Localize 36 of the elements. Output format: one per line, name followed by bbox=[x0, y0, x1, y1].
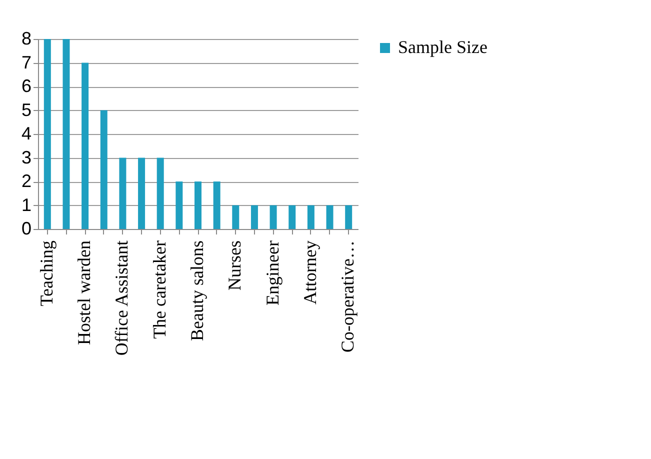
x-tick-label: Hostel warden bbox=[74, 240, 94, 345]
y-tick-label: 5 bbox=[21, 100, 32, 120]
y-tick-label: 6 bbox=[21, 76, 32, 96]
y-tick-label: 4 bbox=[21, 124, 32, 144]
bar bbox=[119, 158, 126, 229]
bar bbox=[307, 205, 314, 229]
bar bbox=[213, 182, 220, 229]
y-tick-label: 7 bbox=[21, 52, 32, 72]
bar bbox=[156, 158, 164, 229]
x-tick-label: Attorney bbox=[300, 240, 320, 304]
bar bbox=[62, 39, 70, 229]
bar bbox=[232, 205, 240, 229]
x-tick-label: Beauty salons bbox=[187, 240, 207, 341]
y-tick-label: 0 bbox=[21, 218, 32, 238]
bar bbox=[345, 205, 352, 229]
bar bbox=[250, 205, 258, 229]
y-tick-label: 1 bbox=[21, 194, 32, 215]
bar bbox=[100, 110, 108, 229]
y-tick-label: 3 bbox=[21, 147, 32, 168]
y-tick-label: 2 bbox=[21, 171, 32, 191]
bar bbox=[176, 182, 183, 229]
bar bbox=[326, 205, 334, 229]
bar bbox=[44, 39, 51, 229]
x-tick-label: Nurses bbox=[224, 240, 245, 290]
bar bbox=[288, 205, 296, 229]
bar bbox=[138, 158, 146, 229]
x-tick-label: Engineer bbox=[262, 240, 282, 306]
x-tick-label: Office Assistant bbox=[112, 240, 132, 356]
x-tick-label: Co-operative… bbox=[338, 240, 358, 352]
legend-label: Sample Size bbox=[398, 37, 488, 57]
y-tick-label: 8 bbox=[21, 28, 32, 48]
bar bbox=[270, 205, 277, 229]
bar bbox=[82, 62, 89, 229]
x-tick-label: The caretaker bbox=[149, 240, 170, 339]
x-tick-label: Teaching bbox=[36, 240, 56, 306]
bar bbox=[194, 182, 202, 229]
